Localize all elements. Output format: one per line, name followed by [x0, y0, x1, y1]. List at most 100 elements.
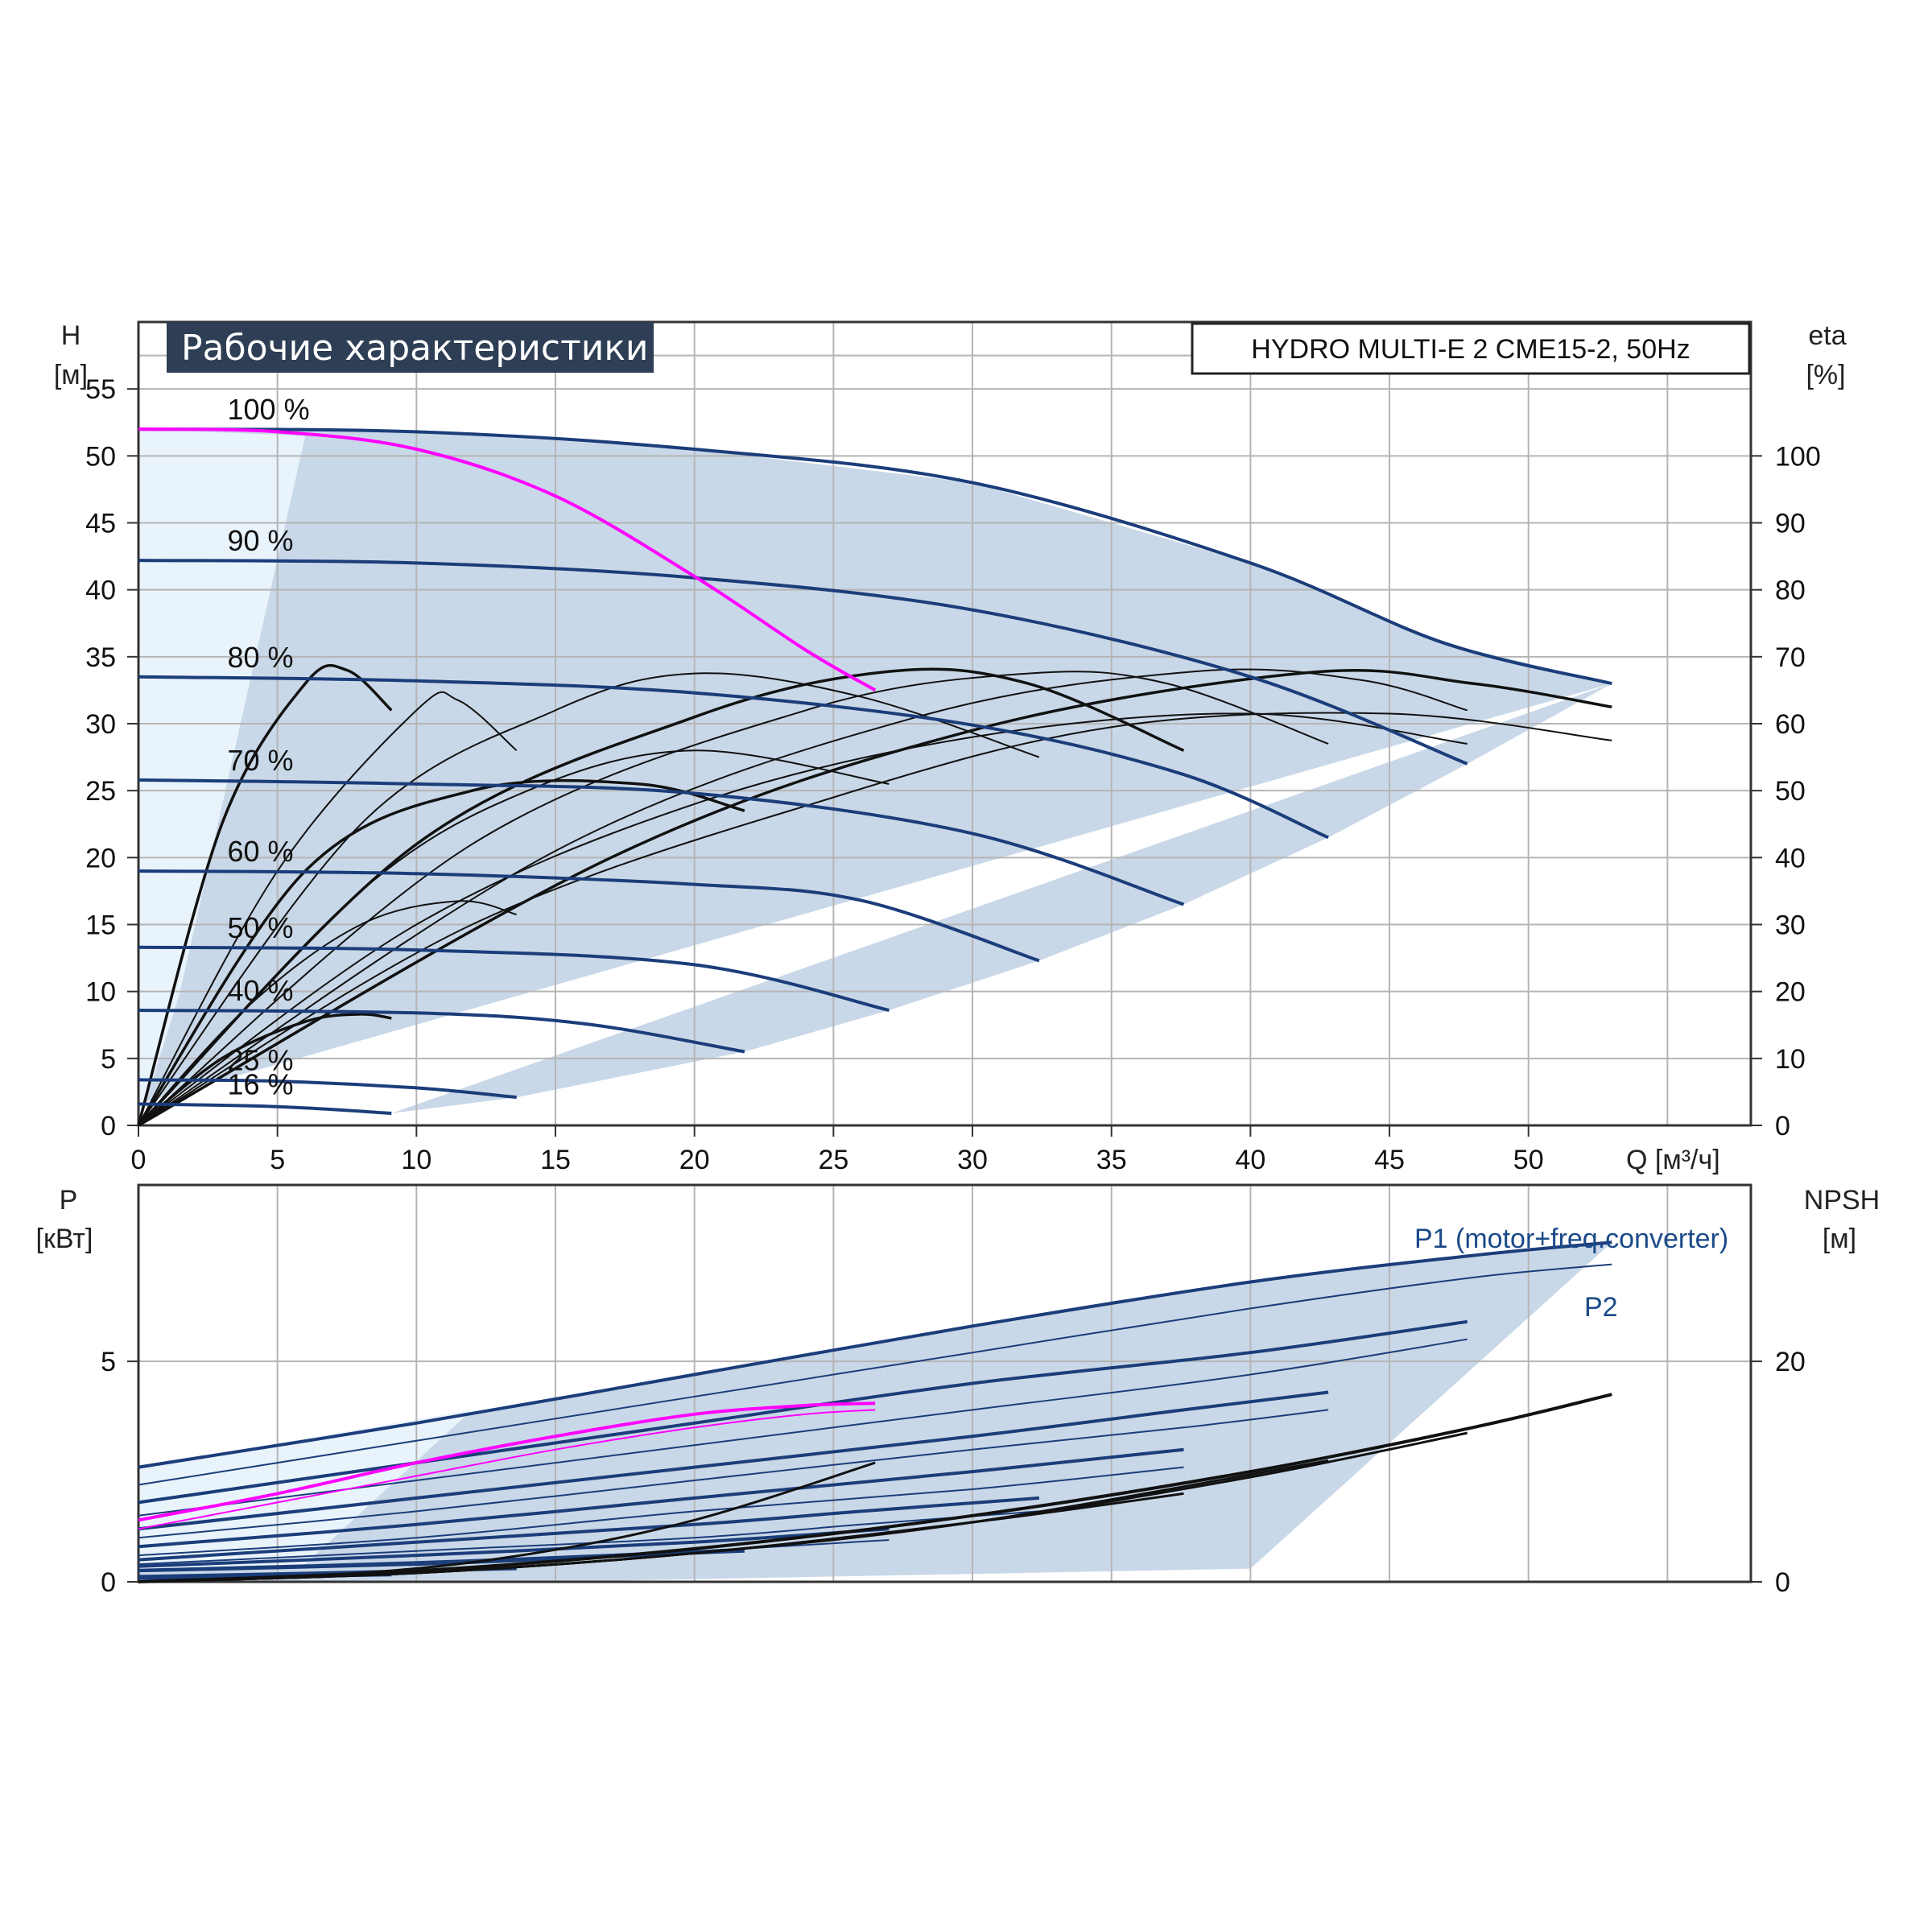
y-tick-label: 0 [101, 1111, 116, 1141]
eta-curve [138, 671, 1329, 1126]
power-frame [137, 1183, 1752, 1583]
flow-axis-title: Q [м³/ч] [1626, 1145, 1720, 1175]
eta-curve [138, 900, 517, 1126]
eta-curve [138, 672, 1040, 1126]
plot-layer: 0 5 10 15 20 25 30 35 40 45 50 0 5 10 15 20 25 30 35 40 45 50… [85, 320, 1821, 1598]
eta-axis-title: eta [1808, 320, 1846, 351]
head-curve [138, 1102, 392, 1115]
y-tick-label: 55 [85, 374, 116, 405]
x-tick-label: 25 [818, 1145, 848, 1175]
y2-tick-label: 40 [1775, 843, 1806, 873]
y2-tick-label: 60 [1775, 709, 1806, 740]
y2-tick-label: 90 [1775, 509, 1806, 539]
p2-curve [138, 1510, 1039, 1566]
speed-label: 16 % [228, 1067, 294, 1100]
legend-p1: P1 (motor+freq.converter) [1414, 1224, 1728, 1254]
eta-curve [138, 691, 518, 1126]
y-tick-label: 5 [101, 1044, 116, 1075]
head-light-region [138, 429, 306, 1125]
x-tick-label: 20 [679, 1145, 710, 1175]
y-tick-label: 15 [85, 910, 116, 941]
speed-label: 50 % [228, 911, 294, 944]
x-tick-label: 35 [1096, 1145, 1127, 1175]
npsh-curve [138, 1492, 1184, 1583]
speed-label: 80 % [228, 641, 294, 674]
model-box [1191, 322, 1751, 375]
y-tick-label: 40 [85, 576, 116, 606]
npsh-tick-label: 0 [1775, 1567, 1790, 1598]
p1-curve [138, 1447, 1184, 1549]
speed-label: 70 % [228, 744, 294, 777]
y-tick-label: 25 [85, 776, 116, 807]
x-tick-label: 5 [270, 1145, 285, 1175]
power-light-region [138, 1410, 473, 1574]
p1-curve [138, 1549, 745, 1573]
y-tick-label: 20 [85, 843, 116, 873]
y-tick-label: 30 [85, 709, 116, 740]
power-axis-unit: [кВт] [36, 1224, 93, 1254]
duty-p2-curve [138, 1409, 876, 1530]
duty-p1-curve [138, 1402, 876, 1522]
p-tick-label: 0 [101, 1567, 116, 1598]
speed-label: 90 % [228, 524, 294, 557]
p2-curve [138, 1466, 1184, 1557]
y-tick-label: 45 [85, 509, 116, 539]
head-curve [138, 1009, 745, 1054]
x-tick-label: 50 [1513, 1145, 1544, 1175]
y-tick-label: 35 [85, 642, 116, 673]
p2-curve [138, 1263, 1612, 1486]
npsh-axis-title: NPSH [1804, 1185, 1880, 1216]
npsh-axis-unit: [м] [1823, 1224, 1856, 1254]
npsh-curve [138, 1393, 1612, 1583]
head-curve [138, 559, 1468, 766]
head-curve [138, 427, 1612, 686]
model-label: HYDRO MULTI-E 2 CME15-2, 50Hz [1251, 334, 1690, 365]
y2-tick-label: 50 [1775, 776, 1806, 807]
y2-tick-label: 10 [1775, 1044, 1806, 1075]
npsh-curve [138, 1461, 876, 1583]
y2-tick-label: 30 [1775, 910, 1806, 941]
y2-tick-label: 0 [1775, 1111, 1790, 1141]
head-axis-unit: [м] [54, 360, 88, 390]
power-envelope [138, 1242, 1612, 1582]
p2-curve [138, 1338, 1468, 1517]
eta-curve [137, 663, 393, 1126]
y2-tick-label: 80 [1775, 576, 1806, 606]
x-tick-label: 45 [1374, 1145, 1405, 1175]
header-title: Рабочие характеристики [181, 328, 649, 369]
y-tick-label: 50 [85, 441, 116, 472]
legend-p2: P2 [1584, 1292, 1618, 1323]
speed-label: 100 % [228, 393, 310, 426]
power-axis-title: P [60, 1185, 78, 1216]
p1-curve [138, 1390, 1329, 1531]
eta-curve [137, 1013, 392, 1127]
head-curve [138, 675, 1329, 840]
header-title-box [167, 322, 654, 373]
x-tick-label: 0 [131, 1145, 147, 1175]
y2-tick-label: 70 [1775, 642, 1806, 673]
p1-curve [138, 1241, 1612, 1469]
x-tick-label: 40 [1235, 1145, 1265, 1175]
p2-curve [138, 1409, 1329, 1539]
eta-curve [137, 778, 745, 1126]
x-tick-label: 10 [401, 1145, 431, 1175]
npsh-tick-label: 20 [1775, 1347, 1806, 1377]
eta-axis-unit: [%] [1806, 360, 1845, 390]
speed-label: 60 % [228, 835, 294, 868]
speed-label: 40 % [228, 974, 294, 1007]
y-tick-label: 10 [85, 977, 116, 1008]
speed-label: 25 % [228, 1043, 294, 1076]
p1-curve [138, 1527, 890, 1568]
x-tick-label: 30 [957, 1145, 988, 1175]
y2-tick-label: 20 [1775, 977, 1806, 1008]
head-curve [138, 1078, 517, 1100]
head-curve [138, 869, 1040, 963]
y2-tick-label: 100 [1775, 441, 1821, 472]
x-tick-label: 15 [540, 1145, 571, 1175]
eta-curve [138, 749, 890, 1126]
eta-curve [138, 712, 1612, 1126]
head-axis-title: H [61, 320, 81, 351]
head-curve [138, 778, 1185, 906]
